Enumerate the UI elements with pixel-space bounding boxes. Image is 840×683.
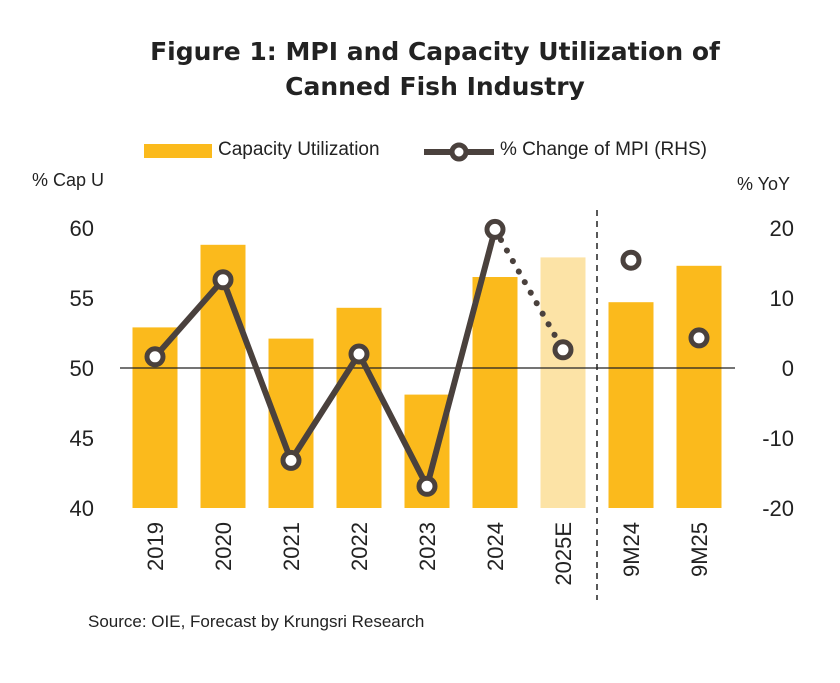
x-label-2021: 2021 bbox=[279, 522, 304, 571]
right-tick--10: -10 bbox=[762, 426, 794, 451]
mpi-point-2019 bbox=[144, 346, 166, 368]
left-axis-title: % Cap U bbox=[32, 170, 105, 190]
legend-line-label: % Change of MPI (RHS) bbox=[500, 139, 707, 160]
mpi-point-2024 bbox=[484, 218, 506, 240]
mpi-line-dotted-0 bbox=[492, 226, 566, 353]
mpi-point-2022 bbox=[348, 343, 370, 365]
right-tick-20: 20 bbox=[770, 216, 794, 241]
right-tick-0: 0 bbox=[782, 356, 794, 381]
bars-group bbox=[132, 244, 722, 509]
mpi-point-2023 bbox=[416, 475, 438, 497]
mpi-point-2020 bbox=[212, 269, 234, 291]
line-points-group bbox=[144, 218, 710, 497]
left-tick-40: 40 bbox=[70, 496, 94, 521]
right-axis-ticks: -20 -10 0 10 20 bbox=[762, 216, 794, 521]
x-axis-labels: 2019 2020 2021 2022 2023 2024 2025E 9M24 9M25 bbox=[143, 522, 712, 586]
legend-bar-swatch bbox=[144, 144, 212, 158]
chart-title-line-2: Canned Fish Industry bbox=[285, 72, 585, 101]
source-note: Source: OIE, Forecast by Krungsri Resear… bbox=[88, 612, 425, 631]
mpi-point-9M25 bbox=[688, 327, 710, 349]
right-axis-title: % YoY bbox=[737, 174, 791, 194]
left-tick-60: 60 bbox=[70, 216, 94, 241]
legend-line-swatch bbox=[424, 142, 494, 162]
x-label-9M25: 9M25 bbox=[687, 522, 712, 577]
x-label-2024: 2024 bbox=[483, 522, 508, 571]
left-tick-50: 50 bbox=[70, 356, 94, 381]
mpi-line-solid-0 bbox=[152, 226, 498, 490]
bar-9M25 bbox=[676, 265, 722, 508]
left-axis-ticks: 40 45 50 55 60 bbox=[70, 216, 94, 521]
x-label-2022: 2022 bbox=[347, 522, 372, 571]
chart-title-line-1: Figure 1: MPI and Capacity Utilization o… bbox=[150, 37, 720, 66]
bar-2024 bbox=[472, 277, 518, 508]
bar-2022 bbox=[336, 307, 382, 508]
right-tick-10: 10 bbox=[770, 286, 794, 311]
left-tick-55: 55 bbox=[70, 286, 94, 311]
x-label-2020: 2020 bbox=[211, 522, 236, 571]
mpi-point-2025E bbox=[552, 339, 574, 361]
legend-bar-label: Capacity Utilization bbox=[218, 139, 380, 160]
left-tick-45: 45 bbox=[70, 426, 94, 451]
x-label-9M24: 9M24 bbox=[619, 522, 644, 577]
x-label-2025E: 2025E bbox=[551, 522, 576, 586]
bar-2025E bbox=[540, 257, 586, 508]
chart-title: Figure 1: MPI and Capacity Utilization o… bbox=[0, 34, 840, 104]
line-series-group bbox=[152, 226, 566, 490]
mpi-point-9M24 bbox=[620, 249, 642, 271]
bar-9M24 bbox=[608, 302, 654, 508]
mpi-point-2021 bbox=[280, 449, 302, 471]
right-tick--20: -20 bbox=[762, 496, 794, 521]
x-label-2023: 2023 bbox=[415, 522, 440, 571]
x-label-2019: 2019 bbox=[143, 522, 168, 571]
legend-line-marker bbox=[449, 142, 469, 162]
legend: Capacity Utilization % Change of MPI (RH… bbox=[0, 136, 840, 166]
